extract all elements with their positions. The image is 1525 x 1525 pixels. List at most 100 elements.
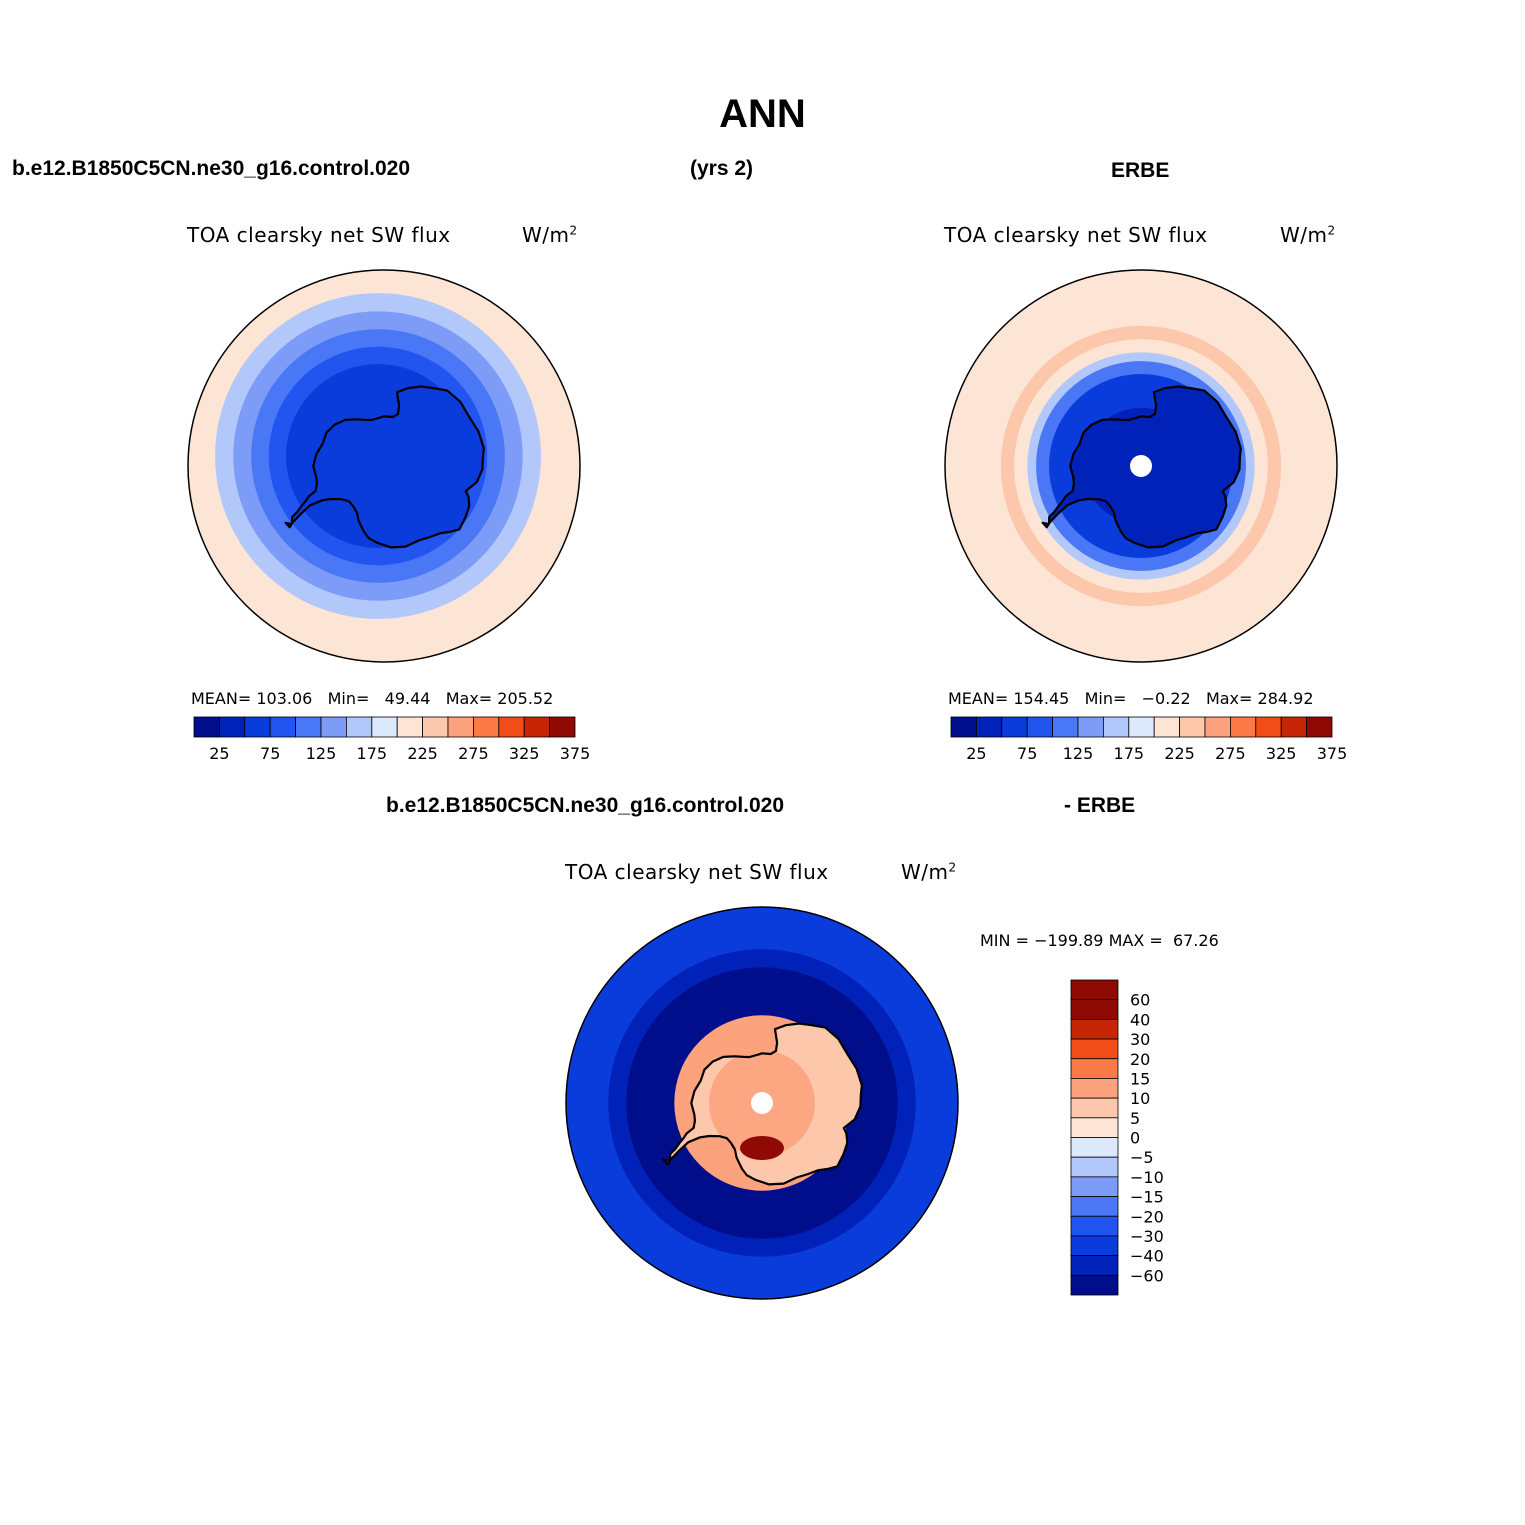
coastline [284,385,485,549]
colorbar-box [1204,716,1231,738]
figure-title: ANN [719,92,806,136]
panel2-min: −0.22 [1141,689,1191,708]
colorbar-2: 25 75 125 175 225 275 325 375 [950,716,1348,763]
colorbar-tick-label: 225 [1164,744,1195,763]
colorbar-box [976,716,1003,738]
colorbar-box [1070,1097,1119,1119]
colorbar-box [1070,1255,1119,1276]
map-fill-1 [188,270,580,662]
case-label: b.e12.B1850C5CN.ne30_g16.control.020 [12,157,411,180]
panel1-mean-label: MEAN= [191,689,252,708]
colorbar-tick-label: −10 [1130,1168,1164,1187]
panel1-max: 205.52 [497,689,554,708]
colorbar-tick-label: 0 [1130,1129,1140,1148]
colorbar-box [1070,979,1119,1001]
map-boundary [187,269,581,663]
colorbar-box [193,716,220,738]
colorbar-tick-label: 325 [509,744,540,763]
colorbar-box [950,716,977,738]
panel3-max: 67.26 [1172,931,1219,950]
colorbar-box [422,716,449,738]
colorbar-tick-label: 375 [1317,744,1348,763]
colorbar-tick-label: 25 [209,744,229,763]
panel1-min-label: Min= [327,689,370,708]
colorbar-box [218,716,246,738]
map-panel-1 [187,269,581,663]
map-fill-2 [945,270,1337,662]
colorbar-box [320,716,347,738]
continent-fill [285,386,484,548]
colorbar-tick-label: 75 [1017,744,1037,763]
colorbar-tick-label: 60 [1130,991,1150,1010]
colorbar-box [1070,1156,1119,1178]
colorbar-box [1070,1215,1119,1237]
colorbar-tick-label: −15 [1130,1188,1164,1207]
colorbar-box [1128,716,1155,738]
colorbar-tick-label: 40 [1130,1010,1150,1029]
colorbar-box [1070,1235,1119,1257]
map-boundary [565,906,959,1300]
colorbar-tick-label: 75 [260,744,280,763]
diff-obs-label: - ERBE [1064,794,1136,817]
colorbar-tick-label: −40 [1130,1247,1164,1266]
panel3-stats: MIN = −199.89 MAX = 67.26 [980,931,1219,950]
colorbar-tick-label: 25 [966,744,986,763]
panel3-max-label: MAX = [1108,931,1163,950]
colorbar-tick-label: −5 [1130,1148,1154,1167]
colorbar-box [1070,1078,1119,1099]
colorbar-tick-label: 175 [357,744,388,763]
colorbar-tick-label: 375 [560,744,591,763]
colorbar-box [1103,716,1130,738]
colorbar-tick-label: 275 [1215,744,1246,763]
colorbar-box [1153,716,1180,738]
colorbar-tick-label: 20 [1130,1050,1150,1069]
panel3-min-label: MIN = [980,931,1029,950]
panel3-units: W/m2 [901,860,957,884]
panel2-mean-label: MEAN= [948,689,1009,708]
colorbar-box [396,716,424,738]
colorbar-box [1280,716,1307,738]
panel1-mean: 103.06 [256,689,313,708]
colorbar-box [523,716,551,738]
colorbar-tick-label: −20 [1130,1207,1164,1226]
colorbar-tick-label: 125 [1063,744,1094,763]
colorbar-box [1001,716,1028,738]
panel1-title: TOA clearsky net SW flux [187,223,451,247]
map-panel-3 [565,906,959,1300]
colorbar-tick-label: 175 [1114,744,1145,763]
colorbar-tick-label: 225 [407,744,438,763]
colorbar-box [1026,716,1053,738]
map-boundary [944,269,1338,663]
map-panel-2 [944,269,1338,663]
panel2-mean: 154.45 [1013,689,1070,708]
colorbar-box [1070,1117,1119,1138]
colorbar-tick-label: −30 [1130,1227,1164,1246]
colorbar-box [244,716,271,738]
colorbar-tick-label: 325 [1266,744,1297,763]
colorbar-box [345,716,373,738]
panel2-stats: MEAN= 154.45 Min= −0.22 Max= 284.92 [948,689,1314,708]
colorbar-box [472,716,500,738]
colorbar-tick-label: 5 [1130,1109,1140,1128]
colorbar-tick-label: 15 [1130,1069,1150,1088]
map-fill-3 [566,907,958,1299]
panel2-max-label: Max= [1205,689,1253,708]
colorbar-tick-label: 125 [306,744,337,763]
colorbar-box [447,716,474,738]
coastline [1041,385,1242,549]
panel2-units: W/m2 [1280,223,1336,247]
obs-label: ERBE [1111,159,1170,182]
colorbar-tick-label: −60 [1130,1266,1164,1285]
panel1-stats: MEAN= 103.06 Min= 49.44 Max= 205.52 [191,689,553,708]
colorbar-box [1179,716,1206,738]
years-label: (yrs 2) [690,157,754,180]
colorbar-box [295,716,322,738]
colorbar-tick-label: 30 [1130,1030,1150,1049]
colorbar-box [1070,1196,1119,1217]
diff-case-label: b.e12.B1850C5CN.ne30_g16.control.020 [386,794,785,817]
panel3-min: −199.89 [1034,931,1104,950]
pole-missing [751,1092,773,1114]
colorbar-box [1052,716,1079,738]
